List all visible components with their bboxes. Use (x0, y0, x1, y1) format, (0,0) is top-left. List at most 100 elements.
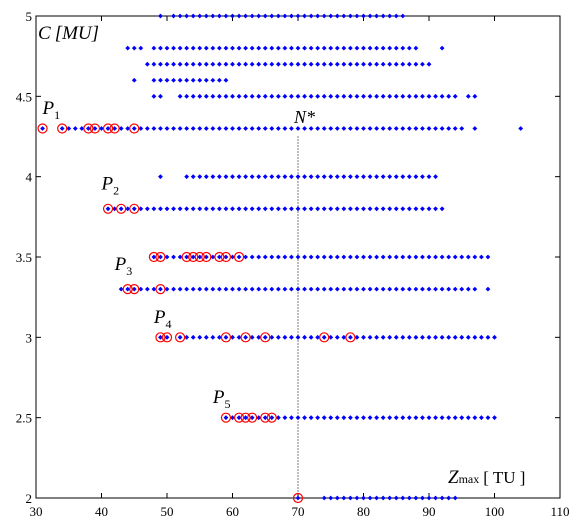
data-point (289, 61, 294, 67)
data-point (66, 126, 72, 131)
data-point (348, 206, 353, 212)
circled-point (220, 332, 232, 343)
data-point (472, 334, 478, 340)
data-point (262, 126, 268, 131)
data-point (262, 174, 268, 180)
data-point (210, 93, 216, 99)
data-point (236, 286, 242, 292)
data-point (262, 13, 268, 19)
data-point (275, 334, 281, 340)
data-point (459, 415, 465, 421)
data-point (236, 334, 242, 340)
data-point (275, 13, 281, 19)
data-point (387, 126, 393, 131)
data-point (171, 45, 176, 51)
data-point (348, 334, 353, 340)
data-point (262, 45, 268, 51)
data-point (393, 254, 399, 260)
data-point (125, 45, 131, 51)
data-point (393, 206, 399, 212)
data-point (158, 334, 163, 340)
data-point (328, 206, 334, 212)
data-point (334, 174, 340, 180)
data-point (289, 126, 294, 131)
y-tick-label: 4 (26, 170, 33, 185)
data-point (256, 126, 262, 131)
data-point (249, 45, 255, 51)
data-point (105, 206, 111, 212)
data-point (374, 334, 379, 340)
data-point (171, 13, 176, 19)
data-point (236, 254, 242, 260)
data-point (315, 415, 321, 421)
data-point (210, 45, 216, 51)
point-label: P1 (42, 98, 61, 122)
data-point (321, 334, 327, 340)
data-point (400, 415, 406, 421)
data-point (203, 77, 209, 83)
data-point (217, 254, 222, 260)
data-point (492, 334, 497, 340)
data-point (302, 286, 307, 292)
data-point (439, 495, 445, 501)
data-point (393, 495, 399, 501)
data-point (400, 334, 406, 340)
data-point (393, 13, 399, 19)
data-point (125, 286, 131, 292)
data-point (197, 126, 203, 131)
data-point (393, 286, 399, 292)
data-point (236, 61, 242, 67)
data-point (262, 415, 268, 421)
data-point (380, 13, 386, 19)
data-point (203, 286, 209, 292)
y-tick-label: 3 (26, 330, 33, 345)
data-point (223, 77, 229, 83)
data-point (420, 334, 425, 340)
data-point (308, 334, 314, 340)
data-point (249, 254, 255, 260)
data-point (334, 13, 340, 19)
data-point (354, 126, 360, 131)
data-point (131, 286, 137, 292)
data-point (295, 174, 301, 180)
data-point (230, 45, 235, 51)
data-point (275, 254, 281, 260)
data-point (321, 13, 327, 19)
data-point (289, 45, 294, 51)
data-point (151, 206, 157, 212)
data-point (243, 254, 248, 260)
data-point (236, 415, 242, 421)
data-point (282, 206, 288, 212)
x-tick-label: 100 (485, 504, 505, 519)
data-point (518, 126, 524, 131)
data-point (151, 286, 157, 292)
data-point (446, 254, 452, 260)
data-point (269, 174, 275, 180)
data-point (210, 334, 216, 340)
data-point (341, 254, 347, 260)
y-tick-label: 2 (26, 491, 33, 506)
data-point (361, 126, 366, 131)
data-point (354, 334, 360, 340)
data-point (184, 334, 190, 340)
data-point (203, 45, 209, 51)
data-point (151, 254, 157, 260)
data-point (243, 334, 248, 340)
data-point (361, 254, 366, 260)
data-point (406, 334, 412, 340)
data-point (197, 286, 203, 292)
data-point (472, 286, 478, 292)
data-point (452, 334, 458, 340)
data-point (446, 93, 452, 99)
data-point (433, 174, 438, 180)
data-point (367, 334, 373, 340)
data-point (171, 77, 176, 83)
data-point (275, 206, 281, 212)
data-point (262, 286, 268, 292)
point-label-subscript: 4 (166, 317, 172, 331)
data-point (426, 126, 432, 131)
point-label-subscript: 3 (126, 264, 132, 278)
data-point (341, 93, 347, 99)
data-point (334, 61, 340, 67)
data-point (295, 206, 301, 212)
